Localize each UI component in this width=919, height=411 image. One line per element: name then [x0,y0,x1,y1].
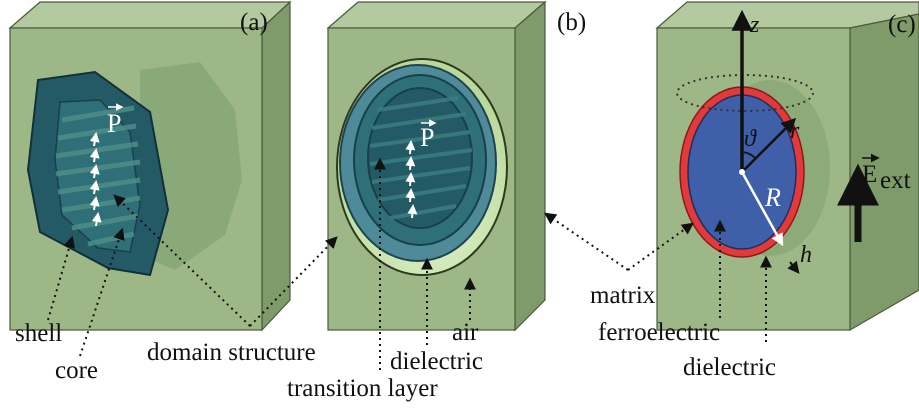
panel-b: P (b) [326,0,586,332]
z-symbol: z [749,12,760,38]
label-ferroelectric: ferroelectric [598,319,720,346]
label-domain-structure: domain structure [147,339,316,366]
panel-a: P (a) [8,0,292,332]
panel-c: E ext z ϑ r R h (c) [655,1,919,332]
rotation-ellipse [676,74,814,112]
panel-label-b: (b) [557,9,586,36]
label-transition-layer: transition layer [287,375,438,402]
theta-arc [741,151,756,159]
matrix-cube-top-b [326,1,547,29]
matrix-cube-side-a [261,0,291,332]
field-label: E [862,161,877,188]
r-symbol: r [790,118,800,144]
domain-stripes-b [369,96,473,220]
leader-lines [47,157,772,370]
field-subscript: ext [880,167,911,194]
label-core: core [55,357,98,384]
polarization-label-a: P [107,109,121,138]
panel-label-c: (c) [888,11,916,38]
polarization-arrows-a [89,132,102,227]
h-thickness-arrow [787,260,800,274]
r-vector [741,117,797,173]
label-shell: shell [15,320,62,347]
R-symbol: R [764,183,781,212]
polarization-arrows-b [405,140,418,219]
theta-symbol: ϑ [744,126,757,152]
label-dielectric-c: dielectric [683,354,776,381]
label-dielectric-b: dielectric [390,348,483,375]
label-matrix: matrix [590,282,656,309]
panel-label-a: (a) [240,9,268,36]
polarization-label-b: P [420,123,434,152]
matrix-cube-side-b [514,0,546,332]
h-symbol: h [800,242,812,268]
center-point [739,169,745,175]
R-radius [740,171,784,247]
label-air: air [452,319,479,346]
